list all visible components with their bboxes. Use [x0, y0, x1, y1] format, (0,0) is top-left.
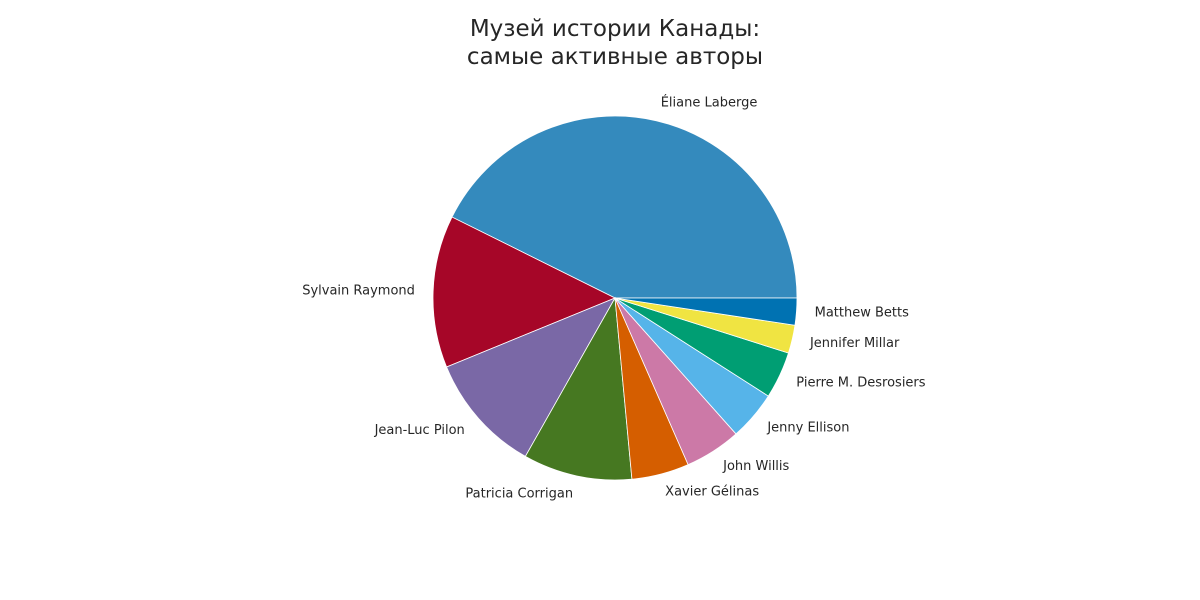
pie-label-4: Xavier Gélinas [665, 484, 759, 499]
pie-label-3: Patricia Corrigan [465, 486, 573, 501]
pie-slice-1 [432, 216, 616, 368]
pie-slice-2 [446, 297, 616, 457]
pie-label-7: Pierre M. Desrosiers [796, 375, 925, 390]
pie-label-8: Jennifer Millar [809, 336, 900, 351]
pie-label-5: John Willis [722, 459, 789, 474]
chart-title-line-2: самые активные авторы [467, 44, 763, 70]
pie-slice-0 [451, 115, 798, 299]
chart-title-line-1: Музей истории Канады: [470, 16, 760, 42]
pie-slice-3 [524, 296, 633, 481]
pie-slice-9 [614, 297, 798, 326]
pie-label-2: Jean-Luc Pilon [374, 423, 465, 438]
pie-label-9: Matthew Betts [815, 306, 909, 321]
pie-label-1: Sylvain Raymond [302, 283, 415, 298]
pie-slices [432, 115, 798, 481]
pie-label-0: Éliane Laberge [661, 95, 758, 111]
pie-labels: Éliane Laberge Sylvain Raymond Jean-Luc Pi… [302, 95, 926, 502]
pie-label-6: Jenny Ellison [766, 420, 849, 435]
